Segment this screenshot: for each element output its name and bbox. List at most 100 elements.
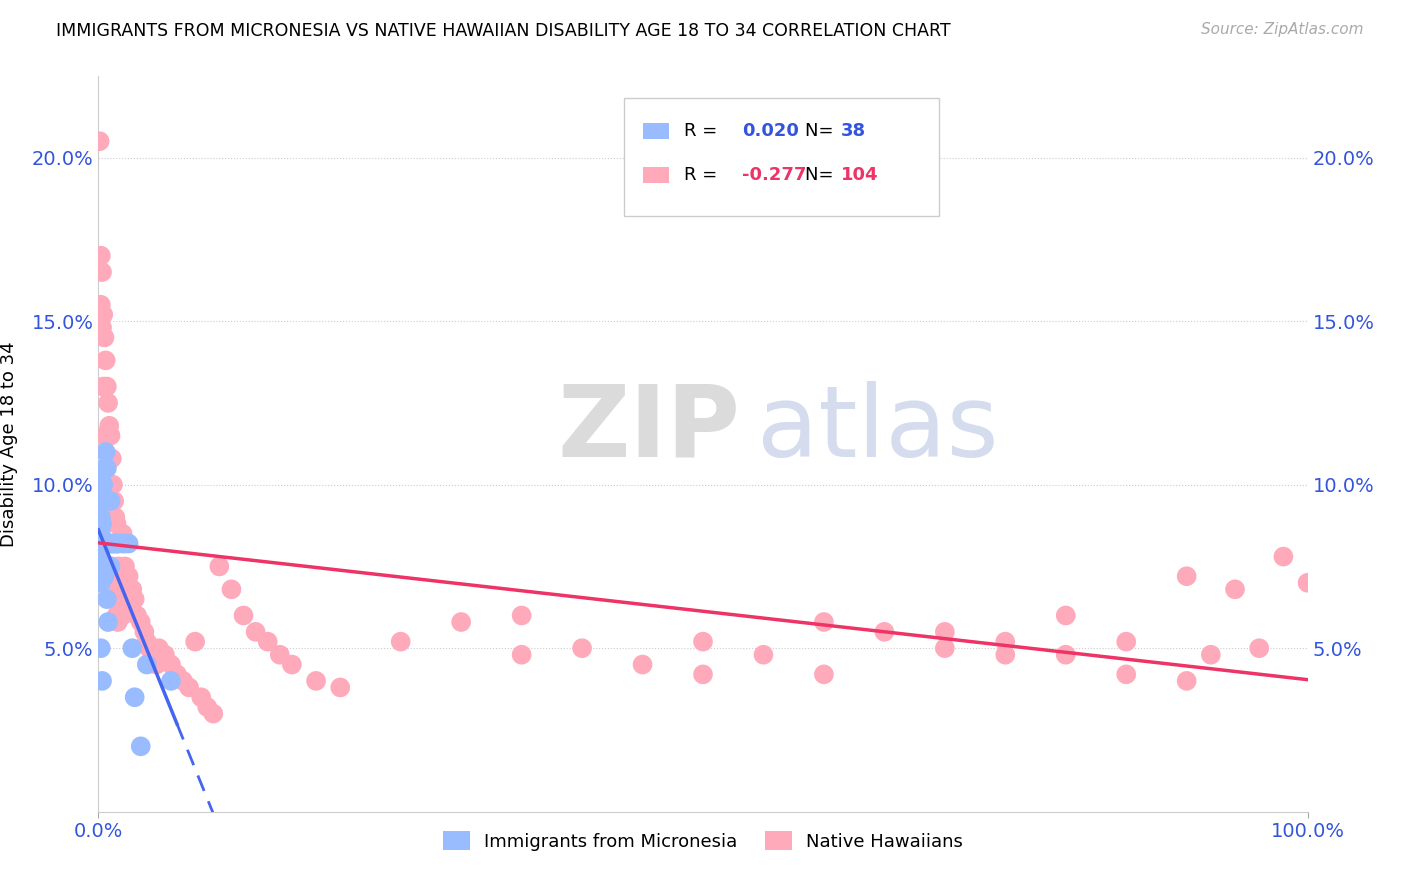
Point (752, 648, 775, 662)
Point (96, 536, 118, 550)
Point (103, 582, 125, 597)
Point (127, 608, 149, 623)
Point (94, 536, 117, 550)
Point (105, 536, 128, 550)
Point (91, 559, 114, 574)
Point (96, 379, 118, 393)
Point (91, 536, 114, 550)
Point (184, 634, 207, 648)
FancyBboxPatch shape (624, 98, 939, 216)
Point (329, 681, 352, 695)
Point (135, 634, 157, 648)
Point (93, 330, 115, 344)
Point (118, 569, 141, 583)
Point (1054, 648, 1077, 662)
Point (100, 559, 122, 574)
Point (91, 477, 114, 491)
Point (692, 667, 714, 681)
Point (692, 634, 714, 648)
Point (89, 549, 111, 564)
Point (90, 510, 112, 524)
Point (142, 648, 165, 662)
Point (89, 533, 111, 548)
Point (172, 673, 194, 688)
Point (245, 624, 267, 639)
Point (91, 308, 114, 322)
Point (1054, 608, 1077, 623)
Point (111, 526, 134, 541)
Y-axis label: Disability Age 18 to 34: Disability Age 18 to 34 (0, 341, 18, 547)
Point (1249, 641, 1271, 656)
Point (1115, 634, 1137, 648)
Point (110, 592, 132, 607)
Point (94, 353, 117, 368)
Text: R =: R = (683, 122, 723, 140)
Point (148, 641, 170, 656)
Point (100, 494, 122, 508)
Point (100, 504, 122, 518)
Point (138, 641, 160, 656)
Text: N=: N= (804, 166, 839, 184)
Text: N=: N= (804, 122, 839, 140)
Point (153, 648, 176, 662)
Point (103, 494, 125, 508)
Point (90, 559, 112, 574)
Point (450, 615, 472, 629)
Point (813, 667, 835, 681)
Point (100, 569, 122, 583)
Point (104, 510, 127, 524)
Point (98, 536, 121, 550)
Point (100, 559, 122, 574)
Point (101, 536, 124, 550)
Point (93, 428, 115, 442)
Point (134, 624, 156, 639)
Point (994, 648, 1017, 662)
Point (90, 249, 112, 263)
Point (873, 624, 896, 639)
Point (114, 559, 136, 574)
Text: atlas: atlas (758, 381, 1000, 477)
Point (124, 592, 146, 607)
Point (269, 648, 291, 662)
Point (129, 615, 152, 629)
Bar (643, 123, 669, 139)
Point (510, 608, 533, 623)
Point (129, 739, 152, 754)
Point (94, 536, 117, 550)
Point (100, 451, 122, 466)
Point (96, 461, 118, 475)
Point (91, 494, 114, 508)
Point (90, 510, 112, 524)
Point (202, 706, 225, 721)
Point (145, 657, 167, 672)
Point (90, 526, 112, 541)
Point (195, 700, 218, 714)
Point (104, 592, 127, 607)
Point (179, 681, 201, 695)
Point (121, 641, 143, 656)
Point (1175, 673, 1198, 688)
Point (221, 582, 243, 597)
Point (91, 516, 114, 531)
Point (90, 575, 112, 590)
Point (101, 477, 124, 491)
Point (89, 134, 111, 148)
Point (108, 559, 131, 574)
Point (97, 396, 120, 410)
Point (160, 657, 183, 672)
Text: 38: 38 (841, 122, 866, 140)
Point (121, 582, 143, 597)
Point (100, 536, 122, 550)
Point (631, 657, 654, 672)
Point (934, 624, 956, 639)
Point (1115, 667, 1137, 681)
Point (96, 592, 118, 607)
Text: ZIP: ZIP (558, 381, 741, 477)
Point (94, 445, 117, 459)
Point (1175, 569, 1198, 583)
Point (105, 516, 128, 531)
Point (107, 615, 129, 629)
Text: R =: R = (683, 166, 723, 184)
Point (101, 569, 124, 583)
Point (571, 641, 593, 656)
